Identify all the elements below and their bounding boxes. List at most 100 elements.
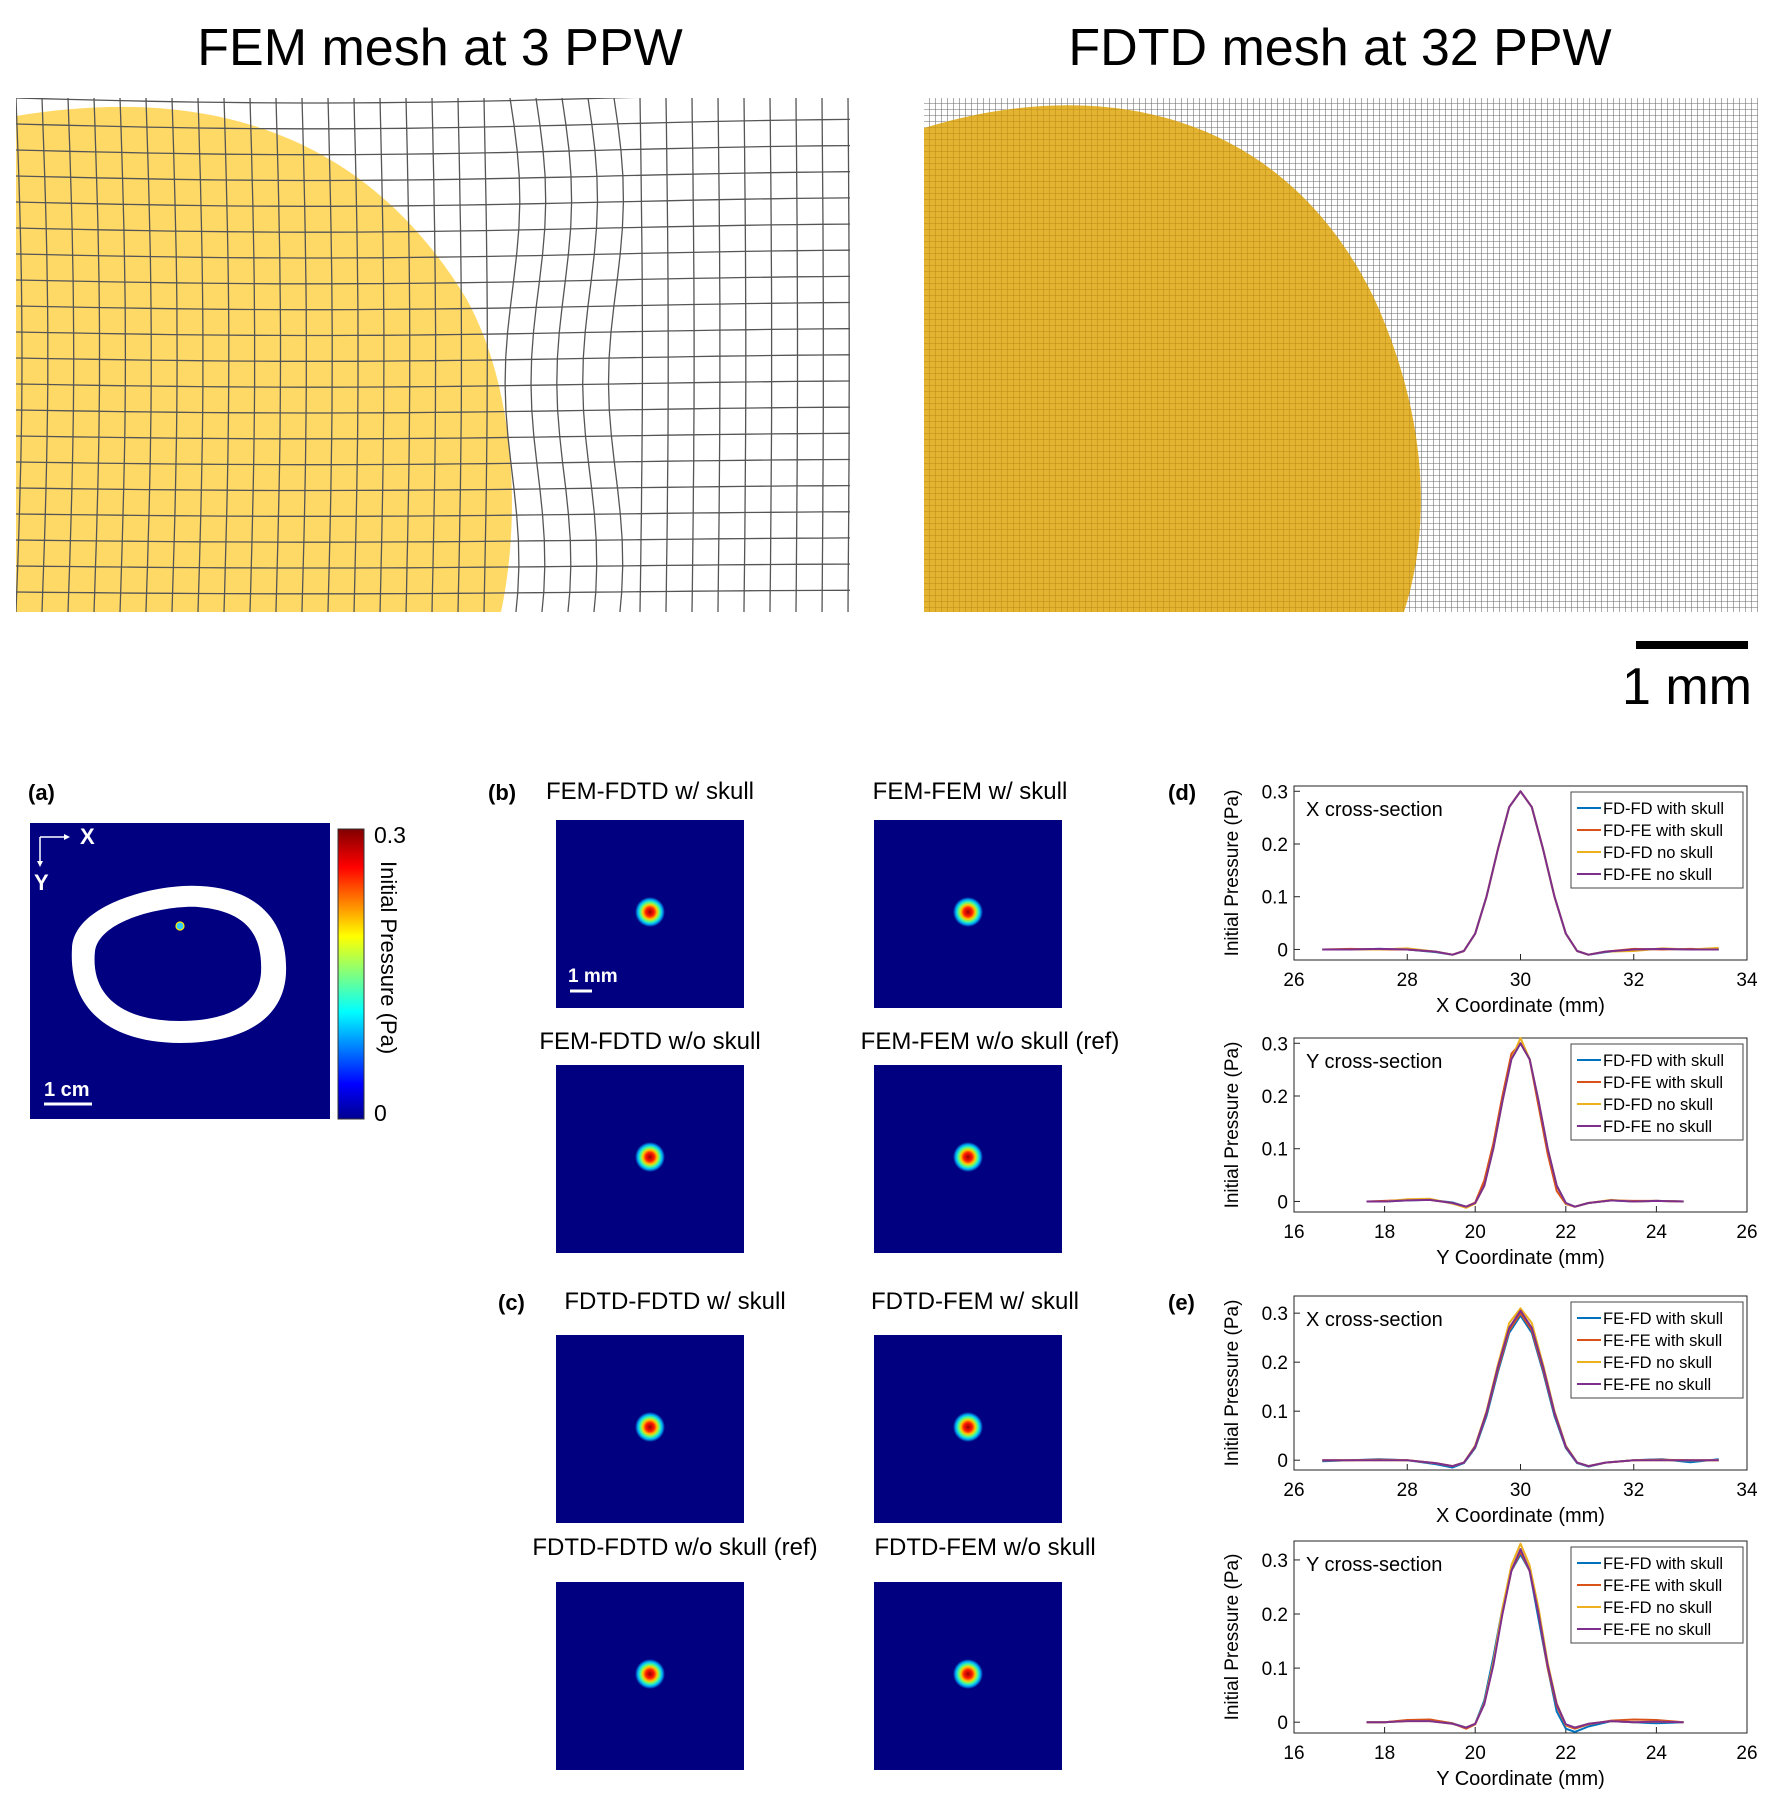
legend-entry: FE-FE with skull	[1603, 1577, 1722, 1595]
source-spot	[175, 921, 185, 931]
fem-mesh-line	[16, 380, 850, 388]
fem-mesh-line	[743, 98, 747, 612]
panel-c-title-1: FDTD-FDTD w/ skull	[564, 1288, 786, 1315]
x-tick-label: 22	[1555, 1222, 1576, 1243]
fem-mesh-line	[327, 98, 333, 612]
heatmap-fdtd-fem-skull	[874, 1335, 1062, 1523]
cross-section-annotation: Y cross-section	[1306, 1051, 1442, 1073]
axis-x-label: X	[80, 824, 95, 849]
fem-mesh-line	[717, 98, 721, 612]
y-tick-label: 0	[1277, 1451, 1288, 1472]
x-axis-label: X Coordinate (mm)	[1436, 995, 1605, 1017]
heatmap-fem-fem-skull	[874, 820, 1062, 1008]
x-tick-label: 18	[1374, 1743, 1395, 1764]
x-tick-label: 22	[1555, 1743, 1576, 1764]
fem-mesh-line	[275, 98, 282, 612]
colorbar: 0.3 0 Initial Pressure (Pa)	[337, 823, 406, 1123]
fem-mesh-line	[795, 98, 799, 612]
fem-mesh-line	[67, 98, 75, 612]
fem-mesh-line	[16, 511, 850, 517]
fem-mesh-line	[93, 98, 101, 612]
cross-section-annotation: X cross-section	[1306, 799, 1443, 821]
legend-entry: FD-FD with skull	[1603, 800, 1724, 818]
x-tick-label: 20	[1465, 1743, 1486, 1764]
legend-entry: FE-FE with skull	[1603, 1332, 1722, 1350]
y-tick-label: 0.1	[1262, 1402, 1288, 1423]
fem-mesh-line	[16, 98, 638, 104]
axis-y-label: Y	[34, 870, 49, 895]
fem-mesh-line	[16, 275, 850, 285]
fem-mesh-line	[145, 98, 152, 612]
fem-mesh-line	[171, 98, 178, 612]
x-tick-label: 26	[1736, 1222, 1757, 1243]
fem-mesh-line	[769, 98, 773, 612]
y-tick-label: 0.2	[1262, 835, 1288, 856]
fem-mesh-line	[16, 484, 850, 492]
colorbar-min-label: 0	[374, 1100, 387, 1123]
fem-mesh-line	[16, 458, 850, 466]
x-tick-label: 30	[1510, 970, 1531, 991]
fem-mesh-line	[16, 354, 850, 362]
heatmap-fdtd-fdtd-skull	[556, 1335, 744, 1523]
heatmap-fdtd-fem-noskull	[874, 1582, 1062, 1770]
legend-entry: FD-FD no skull	[1603, 1096, 1713, 1114]
fem-mesh-line	[691, 98, 695, 612]
x-axis-label: Y Coordinate (mm)	[1436, 1247, 1605, 1269]
legend-entry: FD-FE no skull	[1603, 866, 1712, 884]
y-tick-label: 0	[1277, 1713, 1288, 1734]
fem-mesh-line	[16, 301, 850, 311]
y-tick-label: 0.3	[1262, 782, 1288, 803]
panel-b-title-1: FEM-FDTD w/ skull	[546, 778, 754, 805]
y-tick-label: 0.1	[1262, 1659, 1288, 1680]
y-tick-label: 0.2	[1262, 1353, 1288, 1374]
fem-mesh-line	[16, 406, 850, 414]
panel-b-title-2: FEM-FEM w/ skull	[872, 778, 1068, 805]
y-axis-label: Initial Pressure (Pa)	[1222, 1300, 1243, 1467]
y-tick-label: 0.2	[1262, 1605, 1288, 1626]
fem-mesh-line	[504, 98, 521, 612]
fdtd-phantom-region	[924, 105, 1421, 612]
y-tick-label: 0	[1277, 1192, 1288, 1213]
chart-d-x-section: 26 28 30 32 34 0 0.1 0.2 0.3 X Coordinate (mm) Ini…	[1222, 782, 1758, 1017]
x-tick-label: 18	[1374, 1222, 1395, 1243]
series-line	[1366, 1042, 1684, 1208]
legend-entry: FE-FD no skull	[1603, 1599, 1712, 1617]
y-tick-label: 0.1	[1262, 888, 1288, 909]
heatmap-fem-fem-noskull	[874, 1065, 1062, 1253]
panel-b-title-4: FEM-FEM w/o skull (ref)	[860, 1028, 1120, 1055]
panel-d-letter: (d)	[1168, 780, 1197, 805]
legend-entry: FD-FE no skull	[1603, 1118, 1712, 1136]
fdtd-mesh-image	[924, 98, 1758, 612]
fem-mesh-line	[665, 98, 669, 612]
panel-c-letter: (c)	[498, 1290, 525, 1315]
x-tick-label: 26	[1283, 970, 1304, 991]
legend-entry: FD-FD no skull	[1603, 844, 1713, 862]
panel-b-title-3: FEM-FDTD w/o skull	[539, 1028, 761, 1055]
x-tick-label: 28	[1397, 1480, 1418, 1501]
cross-section-annotation: X cross-section	[1306, 1309, 1443, 1331]
x-tick-label: 28	[1397, 970, 1418, 991]
fem-mesh-line	[16, 563, 850, 569]
legend-entry: FD-FE with skull	[1603, 822, 1723, 840]
legend-entry: FE-FD with skull	[1603, 1555, 1723, 1573]
fem-mesh-line	[556, 98, 573, 612]
colorbar-label: Initial Pressure (Pa)	[376, 861, 401, 1054]
fem-mesh-line	[16, 589, 850, 595]
fem-mesh-line	[16, 432, 850, 440]
y-axis-label: Initial Pressure (Pa)	[1222, 1042, 1243, 1209]
fem-mesh-line	[197, 98, 204, 612]
fem-mesh-lines	[16, 98, 850, 612]
fem-mesh-line	[16, 249, 850, 259]
fdtd-mesh-title: FDTD mesh at 32 PPW	[1068, 19, 1612, 77]
chart-e-y-section: 16 18 20 22 24 26 0 0.1 0.2 0.3 Y Coordinate (mm) I…	[1222, 1540, 1758, 1790]
mesh-scalebar	[1636, 641, 1748, 649]
mesh-scalebar-label: 1 mm	[1622, 658, 1752, 716]
fem-mesh-line	[353, 98, 359, 612]
fem-mesh-line	[431, 98, 437, 612]
fem-mesh-line	[16, 223, 850, 233]
y-tick-label: 0.1	[1262, 1140, 1288, 1161]
fem-mesh-line	[847, 98, 850, 612]
fem-mesh-line	[119, 98, 127, 612]
legend-entry: FE-FE no skull	[1603, 1621, 1711, 1639]
panel-c-title-2: FDTD-FEM w/ skull	[871, 1288, 1079, 1315]
